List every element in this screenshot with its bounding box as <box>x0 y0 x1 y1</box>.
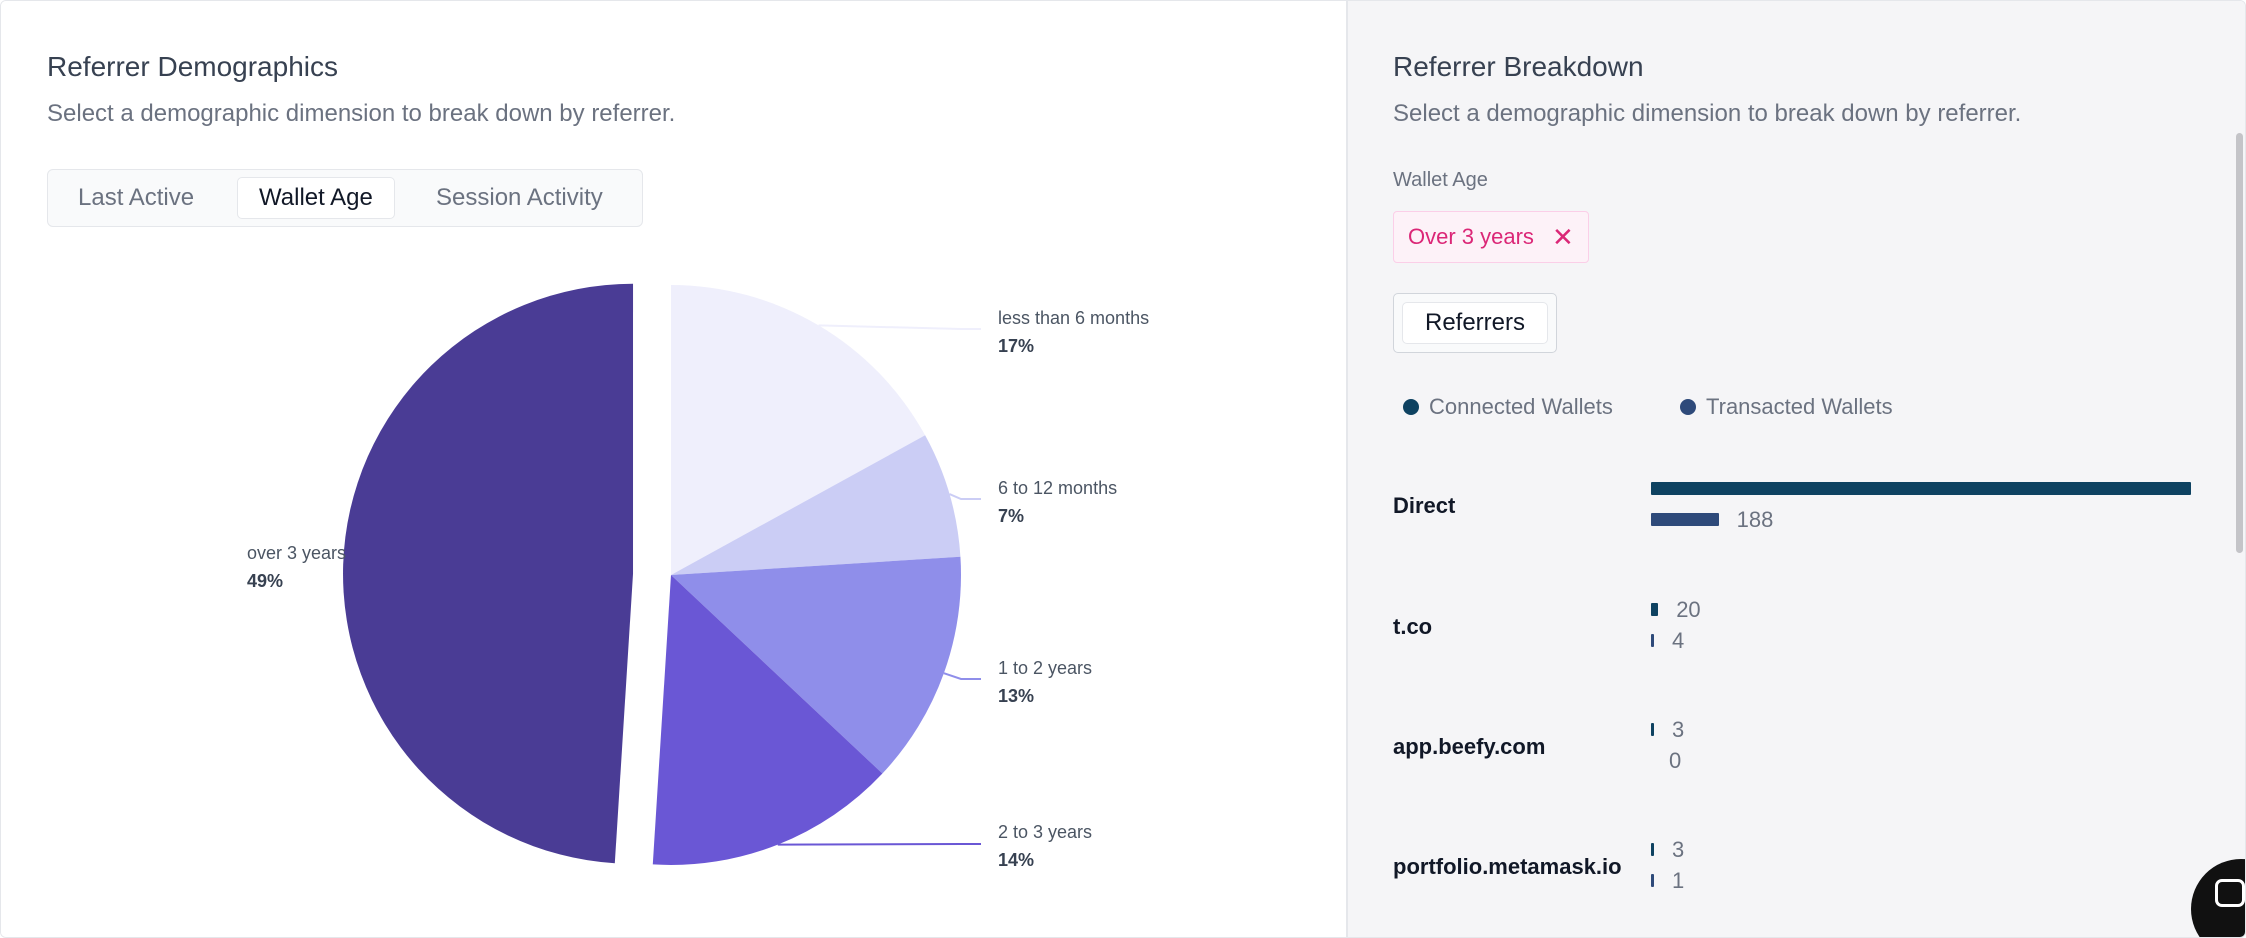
panel-title: Referrer Demographics <box>47 51 338 82</box>
slice-name: 2 to 3 years <box>998 822 1093 842</box>
bar-value-label: 3 <box>1672 717 1685 742</box>
tab-last-active[interactable]: Last Active <box>78 184 195 211</box>
referrer-breakdown-panel: Referrer Breakdown Select a demographic … <box>1348 1 2245 937</box>
slice-name: 6 to 12 months <box>998 478 1118 498</box>
referrer-bar[interactable] <box>1651 723 1654 736</box>
slice-name: less than 6 months <box>998 308 1150 328</box>
referrer-bar[interactable] <box>1651 482 2191 495</box>
pie-slice-6-to-12-months[interactable] <box>671 435 961 575</box>
leader-line <box>943 672 981 680</box>
bar-value-label: 4 <box>1672 628 1685 653</box>
pie-slice-1-to-2-years[interactable] <box>671 556 961 774</box>
slice-percent: 14% <box>998 850 1035 870</box>
pie-slice-over-3-years[interactable] <box>343 283 634 864</box>
leader-line <box>777 843 981 846</box>
referrers-button[interactable]: Referrers <box>1402 302 1548 344</box>
legend-connected-wallets: Connected Wallets <box>1403 394 1613 420</box>
slice-name: over 3 years <box>247 543 347 563</box>
referrer-name: app.beefy.com <box>1393 734 1546 759</box>
slice-percent: 49% <box>247 571 284 591</box>
slice-percent: 17% <box>998 336 1035 356</box>
scrollbar[interactable] <box>2236 133 2243 553</box>
slice-label-over-3-years: over 3 years 49% <box>247 539 346 595</box>
leader-line <box>818 324 981 330</box>
close-icon[interactable]: ✕ <box>1551 222 1574 252</box>
panel-subtitle: Select a demographic dimension to break … <box>47 100 676 127</box>
referrer-demographics-panel: Referrer Demographics Select a demograph… <box>1 1 1348 937</box>
slice-percent: 7% <box>998 506 1025 526</box>
filter-chip: Over 3 years ✕ <box>1393 211 1589 263</box>
dimension-tabs: Last Active Wallet Age Session Activity <box>47 169 643 227</box>
slice-label-less-than-6-months: less than 6 months 17% <box>998 304 1149 360</box>
chat-icon <box>2215 879 2245 907</box>
referrer-bar[interactable] <box>1651 843 1654 856</box>
bar-value-label: 3 <box>1672 837 1685 862</box>
slice-label-6-to-12-months: 6 to 12 months 7% <box>998 474 1117 530</box>
referrer-name: t.co <box>1393 614 1433 639</box>
bar-value-label: 20 <box>1676 597 1701 622</box>
referrer-bar[interactable] <box>1651 603 1659 616</box>
slice-label-2-to-3-years: 2 to 3 years 14% <box>998 818 1092 874</box>
referrer-name: Direct <box>1393 493 1456 518</box>
slice-label-1-to-2-years: 1 to 2 years 13% <box>998 654 1092 710</box>
slice-name: 1 to 2 years <box>998 658 1093 678</box>
referrer-bar[interactable] <box>1651 874 1654 887</box>
legend-label: Transacted Wallets <box>1706 394 1893 419</box>
legend-label: Connected Wallets <box>1429 394 1613 419</box>
leader-line <box>949 493 981 500</box>
panel-title: Referrer Breakdown <box>1393 51 1644 82</box>
bar-value-label: 188 <box>1736 507 1774 532</box>
panel-subtitle: Select a demographic dimension to break … <box>1393 100 2022 127</box>
tab-wallet-age[interactable]: Wallet Age <box>237 177 395 219</box>
legend-dot-icon <box>1680 399 1696 415</box>
referrers-toggle: Referrers <box>1393 293 1557 353</box>
legend-dot-icon <box>1403 399 1419 415</box>
bar-value-label: 0 <box>1669 748 1682 773</box>
legend-transacted-wallets: Transacted Wallets <box>1680 394 1893 420</box>
pie-slice-2-to-3-years[interactable] <box>652 575 883 865</box>
referrer-bar[interactable] <box>1651 634 1654 647</box>
bar-value-label: 1 <box>1672 868 1685 893</box>
wallet-age-pie-chart <box>343 283 981 865</box>
referrer-bar[interactable] <box>1651 513 1719 526</box>
referrer-name: portfolio.metamask.io <box>1393 854 1622 879</box>
slice-percent: 13% <box>998 686 1035 706</box>
pie-slice-less-than-6-months[interactable] <box>671 285 926 575</box>
filter-chip-label: Over 3 years <box>1408 224 1534 249</box>
filter-label: Wallet Age <box>1393 169 1488 191</box>
tab-session-activity[interactable]: Session Activity <box>436 184 603 211</box>
